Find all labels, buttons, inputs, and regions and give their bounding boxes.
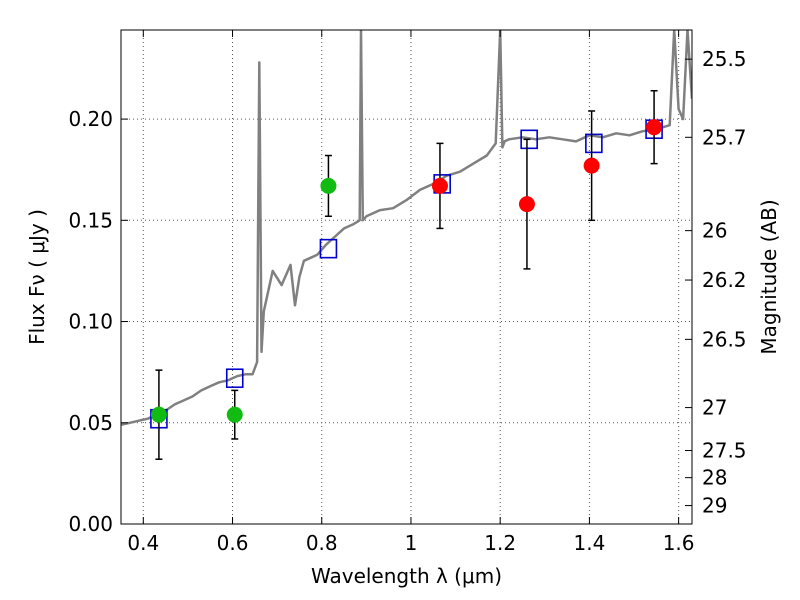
axis-ticks: 0.4 0.6 0.8 1 1.2 1.4 1.6 0.00 0.05 0.10 0.15 0.20 2… (68, 30, 747, 555)
mag-tick-label: 29 (702, 494, 727, 518)
magnitude-axis-label: Magnitude (AB) (757, 199, 781, 354)
observed-flux-point (431, 177, 448, 194)
mag-tick-label: 27.5 (702, 439, 747, 463)
mag-tick-label: 26.2 (702, 268, 747, 292)
mag-tick-label: 26 (702, 219, 727, 243)
x-tick-label: 0.6 (217, 531, 249, 555)
x-axis-label: Wavelength λ (μm) (311, 564, 502, 588)
y-tick-label: 0.05 (68, 411, 113, 435)
y-tick-label: 0.00 (68, 512, 113, 536)
model-photometry-square (585, 133, 603, 154)
observed-flux-point (226, 406, 243, 423)
y-axis-label: Flux Fν ( μJy ) (25, 209, 49, 345)
model-photometry-square (319, 238, 338, 259)
x-tick-label: 0.8 (306, 531, 338, 555)
model-spectrum-line (121, 30, 692, 427)
mag-tick-label: 26.5 (702, 327, 747, 351)
observed-flux-point (320, 177, 337, 194)
x-tick-label: 1.6 (663, 531, 695, 555)
y-tick-label: 0.20 (68, 107, 113, 131)
mag-tick-label: 25.7 (702, 125, 747, 149)
mag-tick-label: 27 (702, 396, 727, 420)
plot-frame (120, 29, 693, 525)
mag-tick-label: 28 (702, 466, 727, 490)
observed-flux-point (518, 196, 535, 213)
y-tick-label: 0.15 (68, 208, 113, 232)
model-spectrum (121, 30, 692, 427)
x-tick-label: 0.4 (127, 531, 159, 555)
x-tick-label: 1.2 (484, 531, 516, 555)
data-markers (150, 89, 663, 460)
observed-flux-point (646, 119, 663, 136)
grid (121, 30, 692, 524)
y-tick-label: 0.10 (68, 310, 113, 334)
observed-flux-point (150, 406, 167, 423)
x-tick-label: 1.4 (573, 531, 605, 555)
x-tick-label: 1 (405, 531, 418, 555)
model-photometry-square (520, 129, 538, 150)
model-photometry-square (225, 368, 244, 389)
mag-tick-label: 25.5 (702, 47, 747, 71)
observed-flux-point (583, 157, 600, 174)
